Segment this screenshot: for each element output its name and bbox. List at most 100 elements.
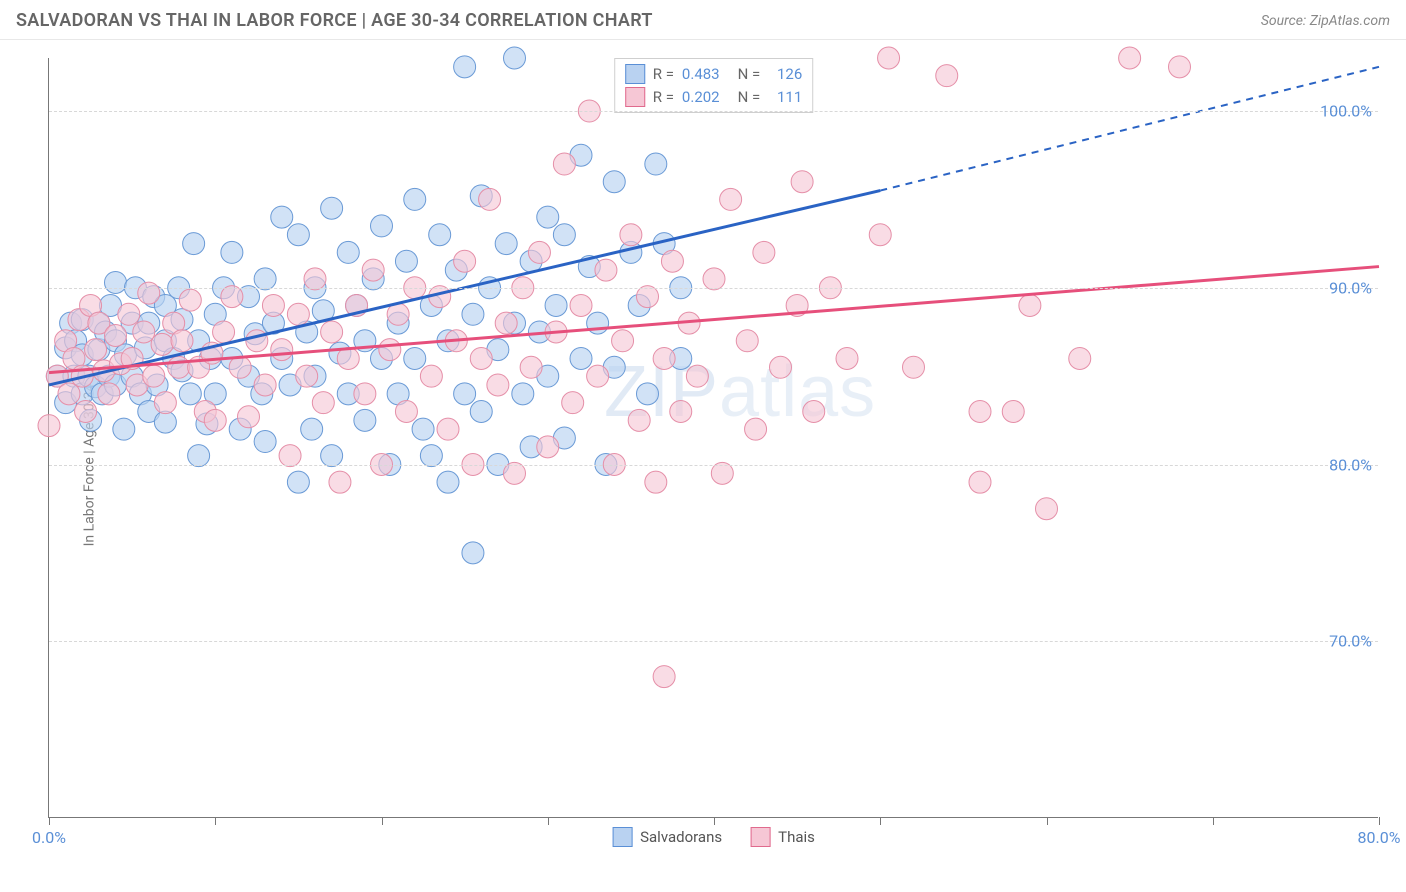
correlation-legend: R =0.483N =126R =0.202N =111: [614, 58, 814, 113]
series-legend-label: Salvadorans: [640, 828, 722, 846]
data-point: [105, 324, 127, 346]
data-point: [869, 224, 891, 246]
data-point: [603, 171, 625, 193]
data-point: [454, 250, 476, 272]
r-label: R =: [653, 86, 674, 109]
data-point: [562, 392, 584, 414]
chart-svg: [49, 58, 1378, 817]
data-point: [354, 409, 376, 431]
data-point: [229, 356, 251, 378]
chart-container: In Labor Force | Age 30-34 ZIPatlas R =0…: [0, 40, 1406, 890]
data-point: [520, 356, 542, 378]
source-label: Source:: [1261, 13, 1310, 29]
series-legend-label: Thais: [778, 828, 815, 846]
data-point: [133, 321, 155, 343]
data-point: [379, 339, 401, 361]
data-point: [537, 206, 559, 228]
data-point: [420, 445, 442, 467]
data-point: [495, 312, 517, 334]
data-point: [179, 383, 201, 405]
data-point: [454, 56, 476, 78]
data-point: [903, 356, 925, 378]
data-point: [151, 333, 173, 355]
gridline: [49, 465, 1378, 466]
chart-title: SALVADORAN VS THAI IN LABOR FORCE | AGE …: [16, 10, 653, 31]
data-point: [720, 188, 742, 210]
r-value: 0.202: [682, 86, 720, 109]
data-point: [1036, 498, 1058, 520]
r-value: 0.483: [682, 63, 720, 86]
data-point: [670, 400, 692, 422]
data-point: [470, 400, 492, 422]
data-point: [545, 294, 567, 316]
data-point: [637, 286, 659, 308]
data-point: [504, 47, 526, 69]
series-legend-item: Thais: [750, 827, 815, 847]
data-point: [628, 409, 650, 431]
gridline: [49, 111, 1378, 112]
data-point: [105, 271, 127, 293]
data-point: [770, 356, 792, 378]
data-point: [118, 303, 140, 325]
x-tick: [215, 817, 216, 825]
data-point: [75, 400, 97, 422]
data-point: [1069, 347, 1091, 369]
data-point: [703, 268, 725, 290]
data-point: [429, 224, 451, 246]
gridline: [49, 288, 1378, 289]
data-point: [113, 418, 135, 440]
data-point: [179, 289, 201, 311]
data-point: [537, 436, 559, 458]
data-point: [321, 321, 343, 343]
data-point: [462, 303, 484, 325]
data-point: [337, 241, 359, 263]
data-point: [553, 224, 575, 246]
data-point: [287, 224, 309, 246]
data-point: [98, 383, 120, 405]
legend-swatch: [612, 827, 632, 847]
x-tick: [1379, 817, 1380, 825]
data-point: [495, 233, 517, 255]
data-point: [454, 383, 476, 405]
data-point: [395, 400, 417, 422]
data-point: [254, 431, 276, 453]
x-tick: [49, 817, 50, 825]
legend-swatch: [625, 64, 645, 84]
legend-swatch: [750, 827, 770, 847]
legend-swatch: [625, 87, 645, 107]
data-point: [412, 418, 434, 440]
data-point: [661, 250, 683, 272]
data-point: [437, 471, 459, 493]
n-label: N =: [738, 63, 761, 86]
n-label: N =: [738, 86, 761, 109]
data-point: [143, 365, 165, 387]
data-point: [745, 418, 767, 440]
data-point: [753, 241, 775, 263]
data-point: [329, 471, 351, 493]
data-point: [262, 294, 284, 316]
data-point: [254, 268, 276, 290]
data-point: [653, 347, 675, 369]
data-point: [969, 400, 991, 422]
data-point: [271, 339, 293, 361]
x-tick: [382, 817, 383, 825]
data-point: [420, 365, 442, 387]
y-tick-label: 90.0%: [1329, 278, 1372, 297]
x-tick: [880, 817, 881, 825]
data-point: [1019, 294, 1041, 316]
data-point: [254, 374, 276, 396]
legend-stat-row: R =0.483N =126: [625, 63, 803, 86]
data-point: [238, 406, 260, 428]
data-point: [437, 418, 459, 440]
data-point: [479, 188, 501, 210]
n-value: 126: [768, 63, 802, 86]
data-point: [645, 153, 667, 175]
data-point: [271, 206, 293, 228]
y-tick-label: 70.0%: [1329, 632, 1372, 651]
data-point: [321, 197, 343, 219]
data-point: [362, 259, 384, 281]
data-point: [1119, 47, 1141, 69]
data-point: [653, 666, 675, 688]
data-point: [587, 365, 609, 387]
data-point: [183, 233, 205, 255]
